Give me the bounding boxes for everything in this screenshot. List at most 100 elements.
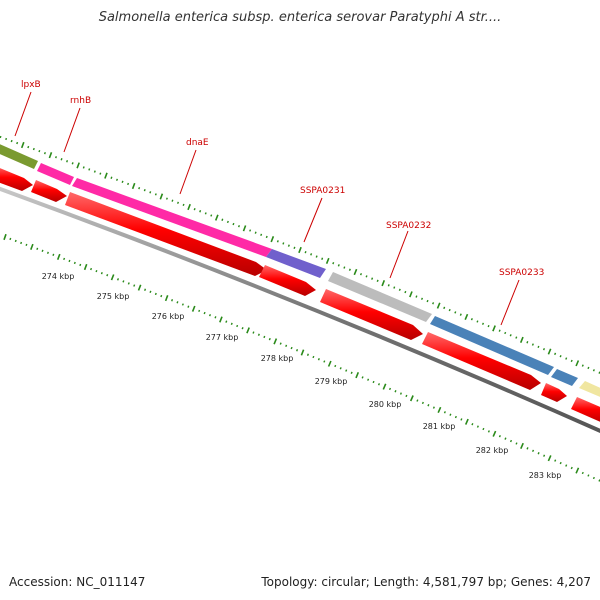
minor-tick [304, 251, 307, 254]
minor-tick [587, 474, 590, 477]
minor-tick [226, 220, 229, 224]
minor-tick [399, 392, 402, 395]
minor-tick [592, 476, 595, 480]
minor-tick [36, 247, 39, 251]
gene-label-rnhB[interactable]: rnhB [70, 96, 91, 106]
cds-arrow[interactable] [422, 332, 541, 390]
minor-tick [10, 139, 13, 143]
minor-tick [208, 314, 212, 317]
kbp-label: 276 kbp [152, 312, 185, 321]
minor-tick [432, 406, 435, 409]
gene-extra-block-yellow[interactable] [579, 381, 600, 399]
minor-tick [312, 355, 315, 359]
minor-tick [460, 418, 463, 421]
major-tick [159, 193, 164, 200]
minor-tick [293, 246, 296, 250]
minor-tick [95, 269, 98, 273]
gene-extra-block-blue[interactable] [551, 369, 578, 386]
gene-lpxB-block[interactable] [0, 142, 38, 169]
kbp-label: 278 kbp [261, 354, 294, 363]
major-tick [104, 172, 108, 179]
minor-tick [393, 286, 396, 289]
minor-tick [323, 360, 326, 363]
minor-tick [348, 268, 351, 271]
major-tick [214, 214, 219, 221]
major-tick [575, 467, 580, 474]
minor-tick [332, 261, 335, 265]
minor-tick [171, 299, 174, 302]
minor-tick [237, 225, 241, 228]
minor-tick [236, 324, 239, 328]
gene-SSPA0233-block[interactable] [430, 316, 554, 375]
minor-tick [509, 334, 512, 337]
minor-tick [343, 266, 346, 269]
minor-tick [592, 369, 595, 372]
leader-line [500, 279, 520, 326]
minor-tick [476, 320, 479, 323]
cds-arrow[interactable] [65, 192, 267, 276]
major-tick [242, 225, 247, 232]
minor-tick [20, 241, 23, 245]
major-tick [48, 152, 53, 159]
minor-tick [38, 149, 41, 153]
outer-tick-row [0, 135, 600, 374]
major-tick [355, 371, 360, 379]
kbp-label: 277 kbp [206, 333, 239, 342]
minor-tick [359, 273, 363, 276]
major-tick [382, 383, 387, 390]
gene-label-dnaE[interactable]: dnaE [186, 138, 209, 148]
minor-tick [376, 279, 379, 283]
minor-tick [405, 394, 408, 398]
gene-label-SSPA0233[interactable]: SSPA0233 [499, 268, 544, 278]
major-tick [76, 162, 80, 169]
minor-tick [265, 235, 268, 239]
gene-SSPA0231-block[interactable] [266, 249, 326, 278]
minor-tick [559, 461, 562, 465]
cds-row [0, 166, 600, 424]
gene-label-SSPA0232[interactable]: SSPA0232 [386, 221, 431, 231]
cds-arrow[interactable] [259, 265, 316, 296]
gene-rnhB-block[interactable] [37, 163, 74, 185]
minor-tick [93, 170, 96, 173]
minor-tick [176, 201, 180, 204]
minor-tick [498, 435, 501, 438]
major-tick [56, 253, 61, 260]
gene-label-lpxB[interactable]: lpxB [21, 80, 41, 90]
minor-tick [210, 214, 213, 217]
leader-line [63, 107, 81, 153]
gene-label-SSPA0231[interactable]: SSPA0231 [300, 186, 345, 196]
gene-label-leaders [14, 91, 520, 326]
gene-dnaE-block[interactable] [72, 178, 272, 257]
genome-backbone [0, 186, 600, 433]
minor-tick [199, 210, 202, 213]
minor-tick [82, 166, 85, 169]
minor-tick [182, 203, 185, 207]
minor-tick [187, 305, 190, 308]
minor-tick [345, 369, 348, 372]
minor-tick [41, 249, 44, 253]
cds-arrow[interactable] [320, 289, 423, 340]
minor-tick [287, 244, 290, 247]
minor-tick [537, 452, 540, 455]
major-tick [547, 455, 552, 462]
minor-tick [268, 337, 271, 341]
minor-tick [542, 348, 546, 351]
major-tick [464, 313, 469, 321]
major-tick [436, 302, 441, 309]
minor-tick [421, 401, 424, 405]
minor-tick [133, 284, 136, 287]
minor-tick [176, 301, 179, 304]
minor-tick [88, 168, 91, 171]
cds-arrow[interactable] [0, 166, 33, 191]
gene-SSPA0232-block[interactable] [328, 272, 432, 322]
cds-arrow[interactable] [31, 180, 67, 202]
gene-labels: lpxB rnhB dnaE SSPA0231 SSPA0232 SSPA023… [21, 80, 544, 278]
minor-tick [127, 182, 130, 186]
major-tick [492, 430, 497, 437]
minor-tick [526, 447, 529, 450]
cds-arrow[interactable] [571, 397, 600, 424]
cds-arrow[interactable] [541, 383, 567, 402]
minor-tick [482, 427, 485, 431]
kbp-label: 280 kbp [369, 400, 402, 409]
